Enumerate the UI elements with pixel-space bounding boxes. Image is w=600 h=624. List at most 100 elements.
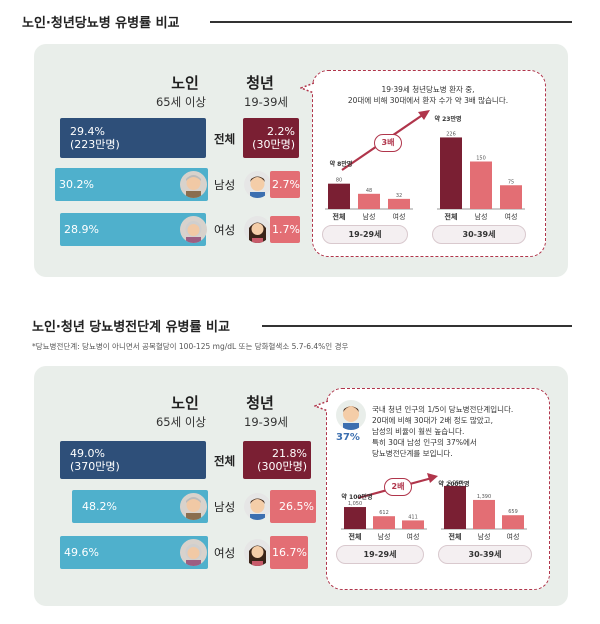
s1-callout-bar-6 — [500, 185, 522, 209]
elder-age: 65세 이상 — [155, 95, 207, 109]
s2-callout-value-label-4: 2,060 — [448, 480, 462, 486]
s2-callout-value-label-3: 411 — [408, 514, 418, 520]
s2-row-total-label: 전체 — [214, 454, 236, 468]
s1-youth-total-count: (30만명) — [252, 138, 295, 151]
s2-callout-line1: 국내 청년 인구의 1/5이 당뇨병전단계입니다. — [372, 405, 514, 414]
s2-callout-bar-6 — [502, 515, 524, 529]
s2-callout-arrow-head — [427, 473, 438, 483]
s1-callout-arrow-head — [418, 110, 430, 120]
callout-pct: 37% — [336, 432, 360, 443]
s2-youth-male-value: 26.5% — [279, 500, 314, 513]
s2-times-badge: 2배 — [384, 478, 412, 496]
section1-title: 노인·청년당뇨병 유병률 비교 — [22, 16, 180, 31]
youth2-male-avatar — [244, 493, 271, 520]
s1-callout-category-label-3: 여성 — [393, 212, 406, 221]
s1-peak1: 약 8만명 — [329, 161, 353, 168]
s2-callout-line4: 특히 30대 남성 인구의 37%에서 — [372, 438, 477, 447]
section2-title: 노인·청년 당뇨병전단계 유병률 비교 — [32, 320, 230, 335]
s2-row-male-label: 남성 — [214, 500, 236, 514]
s2-elder-total-value: 49.0% — [70, 447, 105, 460]
s1-youth-female-bar: 1.7% — [270, 216, 300, 243]
s2-callout-bar-4 — [444, 485, 466, 529]
s1-callout-value-label-6: 75 — [508, 179, 514, 185]
s2-callout-value-label-6: 659 — [508, 509, 518, 515]
youth-age: 19-39세 — [244, 95, 288, 109]
youth2-title: 청년 — [246, 394, 274, 412]
s1-callout-value-label-5: 150 — [476, 156, 486, 162]
s2-peak1: 약 100만명 — [341, 494, 373, 501]
s1-elder-total-bar: 29.4% (223만명) — [60, 118, 206, 158]
s2-callout-line3: 남성의 비율이 훨씬 높습니다. — [372, 427, 465, 436]
s1-group2: 30-39세 — [432, 225, 526, 244]
s1-callout-value-label-4: 226 — [446, 131, 456, 137]
s2-group1: 19-29세 — [336, 545, 424, 564]
s1-callout-bar-2 — [358, 193, 380, 209]
s1-youth-total-bar: 2.2% (30만명) — [243, 118, 299, 158]
s1-callout-category-label-6: 여성 — [505, 212, 518, 221]
s1-elder-total-value: 29.4% — [70, 125, 105, 138]
elder2-male-avatar — [180, 493, 207, 520]
s1-callout-category-label-4: 전체 — [445, 212, 458, 221]
s2-youth-total-count: (300만명) — [257, 460, 307, 473]
s2-youth-male-bar: 26.5% — [270, 490, 316, 523]
s1-callout-bar-5 — [470, 161, 492, 209]
s2-youth-total-value: 21.8% — [272, 447, 307, 460]
callout-youth-avatar — [336, 400, 366, 430]
s2-callout-category-label-3: 여성 — [407, 532, 420, 541]
s1-youth-male-value: 2.7% — [272, 178, 300, 191]
s1-group1: 19-29세 — [322, 225, 408, 244]
elder2-age: 65세 이상 — [155, 415, 207, 429]
s1-row-female-label: 여성 — [214, 223, 236, 237]
s2-callout-bar-2 — [373, 516, 395, 529]
s2-elder-male-value: 48.2% — [82, 500, 117, 513]
elder2-title: 노인 — [171, 394, 199, 412]
elder-title: 노인 — [171, 74, 199, 92]
s2-row-female-label: 여성 — [214, 546, 236, 560]
s1-callout-pointer — [298, 80, 315, 94]
s2-callout-pointer — [312, 398, 329, 412]
s1-elder-total-count: (223만명) — [70, 138, 120, 151]
s2-callout-category-label-1: 전체 — [349, 532, 362, 541]
elder-male-avatar — [180, 171, 207, 198]
s1-elder-female-value: 28.9% — [64, 223, 99, 236]
s2-youth-female-bar: 16.7% — [270, 536, 308, 569]
s1-callout-chart: 80 전체 48 남성 32 여성 226 전체 150 남성 75 여성 — [325, 110, 525, 221]
s1-youth-total-value: 2.2% — [267, 125, 295, 138]
s1-youth-female-value: 1.7% — [272, 223, 300, 236]
s1-callout-category-label-1: 전체 — [333, 212, 346, 221]
s1-peak2: 약 23만명 — [434, 116, 462, 123]
s2-elder-total-count: (370만명) — [70, 460, 120, 473]
elder2-female-avatar — [180, 539, 207, 566]
s1-callout-line1: 19·39세 청년당뇨병 환자 중, — [381, 85, 475, 94]
section2-note: *당뇨병전단계: 당뇨병이 아니면서 공복혈당이 100-125 mg/dL 또… — [32, 342, 349, 351]
s1-callout-line2: 20대에 비해 30대에서 환자 수가 약 3배 많습니다. — [347, 96, 509, 105]
section2-rule — [262, 325, 572, 327]
s2-callout-category-label-4: 전체 — [449, 532, 462, 541]
youth-male-avatar — [244, 171, 271, 198]
s2-elder-female-value: 49.6% — [64, 546, 99, 559]
s2-callout-chart: 1,050 전체 612 남성 411 여성 2,060 전체 1,390 남성 659 여성 — [341, 473, 527, 541]
s2-callout-value-label-2: 612 — [379, 510, 389, 516]
s1-callout-category-label-5: 남성 — [475, 212, 488, 221]
s1-youth-male-bar: 2.7% — [270, 171, 300, 198]
s2-callout-value-label-5: 1,390 — [477, 494, 491, 500]
s1-row-total-label: 전체 — [214, 132, 236, 146]
s1-callout-category-label-2: 남성 — [363, 212, 376, 221]
youth2-age: 19-39세 — [244, 415, 288, 429]
section1-rule — [210, 21, 572, 23]
s1-callout-value-label-1: 80 — [336, 178, 342, 184]
s1-times-badge: 3배 — [374, 134, 402, 152]
s2-youth-female-value: 16.7% — [272, 546, 307, 559]
s2-callout-bar-5 — [473, 499, 495, 529]
s2-group2: 30-39세 — [438, 545, 532, 564]
s2-callout-category-label-2: 남성 — [378, 532, 391, 541]
s2-callout-category-label-6: 여성 — [507, 532, 520, 541]
s1-elder-male-value: 30.2% — [59, 178, 94, 191]
s1-row-male-label: 남성 — [214, 178, 236, 192]
s2-callout-line2: 20대에 비해 30대가 2배 정도 많았고, — [372, 416, 493, 425]
s2-callout-category-label-5: 남성 — [478, 532, 491, 541]
s2-callout-bar-1 — [344, 507, 366, 529]
elder-female-avatar — [180, 216, 207, 243]
youth2-female-avatar — [244, 539, 271, 566]
s1-callout-value-label-2: 48 — [366, 188, 372, 194]
